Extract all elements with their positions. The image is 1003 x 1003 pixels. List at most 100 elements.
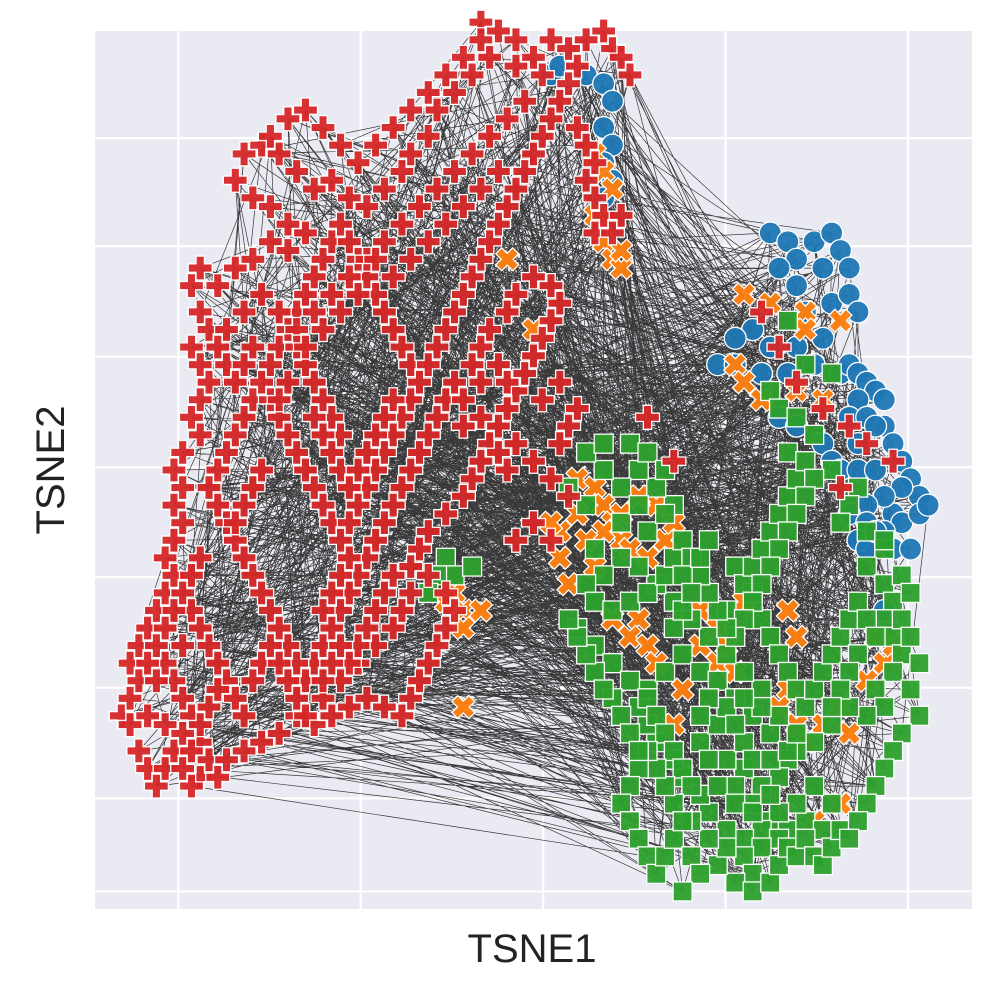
square-point bbox=[689, 565, 711, 586]
plus-point bbox=[398, 246, 424, 272]
plus-point bbox=[441, 158, 468, 185]
plus-point bbox=[389, 597, 415, 624]
plus-point bbox=[538, 308, 564, 334]
plus-point bbox=[494, 193, 520, 220]
plus-point bbox=[582, 220, 608, 246]
square-point bbox=[786, 723, 807, 744]
square-point bbox=[698, 688, 720, 709]
plus-point bbox=[275, 369, 301, 395]
plus-point bbox=[389, 158, 415, 185]
plus-point bbox=[170, 510, 196, 536]
square-point bbox=[839, 696, 860, 718]
plus-point bbox=[161, 527, 187, 553]
plus-point bbox=[205, 676, 231, 703]
plus-point bbox=[231, 703, 257, 729]
plus-point bbox=[538, 527, 564, 553]
square-point bbox=[874, 758, 895, 779]
square-point bbox=[777, 661, 798, 683]
plus-point bbox=[187, 545, 213, 571]
x-point bbox=[670, 677, 695, 702]
square-point bbox=[619, 775, 641, 797]
square-point bbox=[646, 863, 667, 885]
square-point bbox=[733, 846, 755, 867]
square-point bbox=[786, 468, 807, 489]
square-point bbox=[637, 688, 658, 709]
x-point bbox=[635, 633, 660, 658]
plus-point bbox=[380, 114, 406, 141]
square-point bbox=[628, 740, 649, 762]
y-axis-label: TSNE2 bbox=[29, 406, 73, 535]
plus-point bbox=[503, 53, 529, 79]
square-point bbox=[733, 609, 755, 630]
plus-point bbox=[170, 632, 196, 659]
plus-point bbox=[266, 720, 292, 747]
plus-point bbox=[231, 404, 257, 430]
square-point bbox=[672, 644, 693, 665]
plus-point bbox=[503, 281, 529, 308]
plus-point bbox=[520, 264, 547, 290]
square-point bbox=[891, 565, 912, 586]
square-point bbox=[847, 644, 869, 665]
plus-point bbox=[134, 650, 161, 676]
plus-point bbox=[222, 369, 248, 395]
x-point bbox=[784, 624, 809, 650]
plus-point bbox=[450, 44, 476, 70]
plus-point bbox=[354, 685, 380, 711]
square-point bbox=[786, 679, 807, 700]
plus-point bbox=[319, 167, 345, 193]
square-point bbox=[435, 547, 456, 568]
plus-point bbox=[494, 395, 520, 422]
plus-point bbox=[187, 422, 213, 448]
plus-point bbox=[415, 123, 441, 150]
square-point bbox=[760, 626, 781, 647]
plus-point bbox=[485, 211, 512, 237]
square-point bbox=[768, 705, 790, 726]
square-point bbox=[725, 556, 746, 577]
square-point bbox=[593, 565, 614, 586]
plus-point bbox=[362, 132, 389, 158]
plus-point bbox=[336, 185, 362, 211]
plus-point bbox=[362, 246, 389, 272]
plus-point bbox=[187, 255, 213, 281]
square-point bbox=[654, 723, 676, 744]
plus-point bbox=[468, 176, 494, 202]
plus-point bbox=[327, 299, 354, 325]
plus-point bbox=[178, 562, 205, 589]
plus-point bbox=[450, 413, 476, 439]
plus-point bbox=[441, 79, 468, 106]
square-point bbox=[637, 582, 658, 604]
plus-point bbox=[529, 325, 555, 351]
plus-point bbox=[398, 685, 424, 711]
plus-point bbox=[406, 439, 433, 466]
square-point bbox=[646, 758, 667, 779]
plus-point bbox=[240, 334, 266, 360]
plus-point bbox=[547, 88, 573, 114]
plus-point bbox=[257, 193, 284, 220]
plus-point bbox=[503, 27, 529, 53]
plus-point bbox=[248, 457, 275, 483]
circle-point bbox=[600, 89, 625, 113]
plus-point bbox=[450, 483, 476, 509]
plus-point bbox=[494, 299, 520, 325]
plus-point bbox=[134, 703, 161, 729]
plus-point bbox=[380, 387, 406, 413]
plus-point bbox=[240, 474, 266, 501]
square-point bbox=[646, 477, 667, 498]
plus-point bbox=[231, 738, 257, 764]
plus-point bbox=[547, 369, 573, 395]
square-point bbox=[882, 661, 904, 683]
square-point bbox=[821, 696, 842, 718]
square-point bbox=[716, 617, 737, 639]
square-point bbox=[628, 556, 649, 577]
plus-point bbox=[398, 97, 424, 123]
plus-point bbox=[240, 562, 266, 589]
square-point bbox=[891, 723, 912, 744]
plus-point bbox=[468, 246, 494, 272]
plus-point bbox=[661, 448, 687, 474]
plus-point bbox=[345, 150, 371, 176]
plus-point bbox=[327, 562, 354, 589]
plus-point bbox=[310, 316, 336, 343]
square-point bbox=[672, 758, 693, 779]
square-point bbox=[821, 644, 842, 665]
plus-point bbox=[485, 18, 512, 44]
